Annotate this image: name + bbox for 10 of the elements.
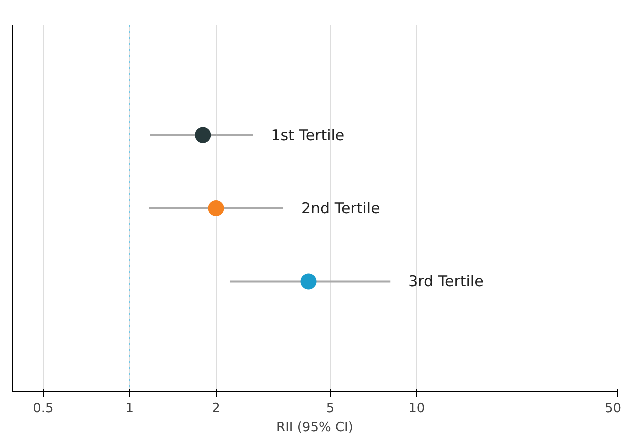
x-tick-label: 50	[604, 402, 621, 416]
x-axis-title: RII (95% CI)	[276, 420, 354, 436]
x-tick-label: 1	[126, 402, 134, 416]
y-tick-label: 3rd Tertile	[408, 272, 484, 291]
x-tick-label: 2	[212, 402, 220, 416]
x-tick-label: 10	[408, 402, 426, 416]
y-tick-label: 2nd Tertile	[302, 200, 380, 218]
x-tick-label: 5	[326, 402, 335, 416]
y-tick-label: 1st Tertile	[271, 126, 345, 144]
x-tick-label: 0.5	[33, 402, 54, 416]
